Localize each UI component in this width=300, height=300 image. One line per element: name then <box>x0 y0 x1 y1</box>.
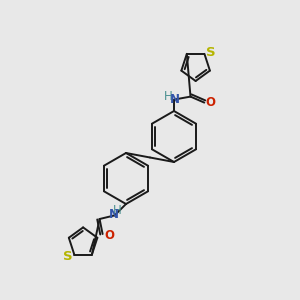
Text: N: N <box>169 92 180 106</box>
Text: O: O <box>205 96 215 109</box>
Text: H: H <box>164 90 173 103</box>
Text: S: S <box>206 46 215 59</box>
Text: H: H <box>113 204 122 218</box>
Text: N: N <box>108 208 118 221</box>
Text: S: S <box>63 250 73 263</box>
Text: O: O <box>104 229 114 242</box>
